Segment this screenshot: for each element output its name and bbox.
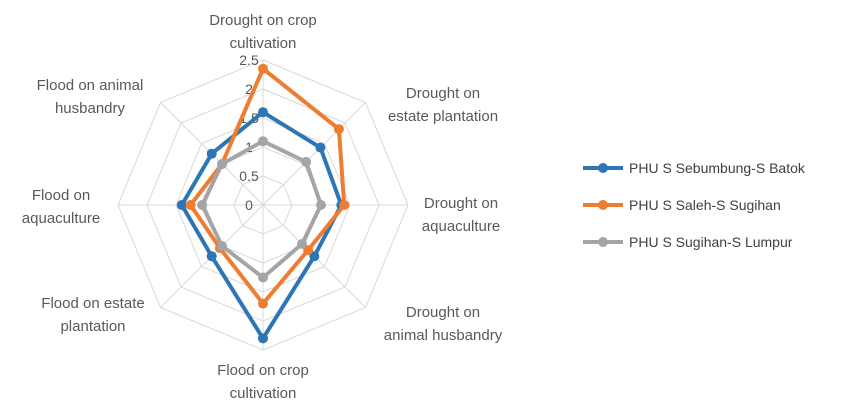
category-labels: Drought on crop cultivation Drought on esta… — [22, 12, 503, 402]
data-point — [333, 124, 344, 135]
category-label: Flood on crop — [217, 362, 309, 379]
data-point — [206, 148, 217, 159]
data-point — [185, 200, 196, 210]
data-point — [316, 200, 326, 210]
legend-swatch-marker — [598, 237, 608, 247]
category-label: Flood on animal — [37, 77, 144, 94]
legend: PHU S Sebumbung-S Batok PHU S Saleh-S Sug… — [583, 160, 806, 250]
data-point — [197, 200, 208, 210]
data-point — [206, 251, 217, 262]
data-point — [258, 298, 268, 309]
category-label: cultivation — [230, 385, 297, 402]
tick-label: 0 — [245, 197, 253, 213]
legend-label: PHU S Saleh-S Sugihan — [629, 197, 781, 213]
data-point — [258, 333, 268, 344]
data-point — [339, 200, 350, 210]
data-point — [258, 136, 268, 147]
data-point — [217, 159, 227, 169]
category-label: Flood on estate — [41, 295, 144, 312]
radial-tick-labels: 00.511.522.5 — [239, 52, 259, 213]
data-point — [176, 200, 187, 210]
data-point — [217, 241, 227, 251]
spoke-line — [262, 102, 366, 206]
tick-label: 0.5 — [239, 168, 259, 184]
series-layer — [176, 63, 350, 344]
data-point — [258, 107, 268, 118]
category-label: Drought on — [406, 85, 480, 102]
category-label: cultivation — [230, 35, 297, 52]
data-point — [301, 156, 312, 167]
category-label: animal husbandry — [384, 327, 503, 344]
data-point — [303, 245, 314, 256]
legend-label: PHU S Sugihan-S Lumpur — [629, 234, 793, 250]
category-label: aquaculture — [422, 218, 500, 235]
category-label: estate plantation — [388, 108, 498, 125]
category-label: plantation — [60, 318, 125, 335]
legend-label: PHU S Sebumbung-S Batok — [629, 160, 806, 176]
legend-swatch-marker — [598, 163, 608, 173]
category-label: Drought on — [424, 195, 498, 212]
data-point — [258, 272, 268, 283]
data-point — [309, 251, 320, 262]
tick-label: 2 — [245, 81, 253, 97]
category-label: husbandry — [55, 100, 126, 117]
category-label: Flood on — [32, 187, 90, 204]
data-point — [315, 142, 326, 153]
category-label: Drought on crop — [209, 12, 317, 29]
data-point — [258, 63, 268, 74]
data-point — [297, 239, 307, 249]
category-label: Drought on — [406, 304, 480, 321]
legend-swatch-marker — [598, 200, 608, 210]
tick-label: 2.5 — [239, 52, 259, 68]
category-label: aquaculture — [22, 210, 100, 227]
